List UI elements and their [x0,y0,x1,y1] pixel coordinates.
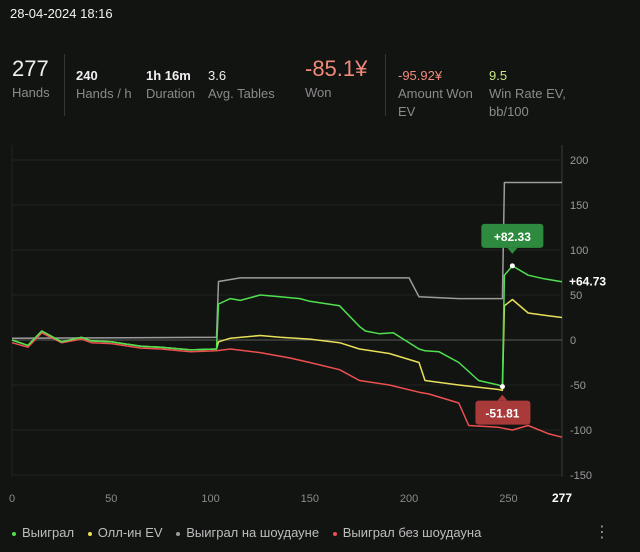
session-date: 28-04-2024 18:16 [10,6,113,21]
stat-won-label: Won [305,85,332,100]
series-won-line [11,265,563,388]
divider [64,54,65,116]
y-tick-label: 0 [570,335,576,347]
y-tick-label: -100 [570,425,592,437]
legend-label-allin-ev: Олл-ин EV [97,525,163,540]
stat-avg-tables-value: 3.6 [208,68,227,83]
stat-won: -85.1¥ Won [305,56,367,102]
more-options-icon[interactable]: ⋮ [594,524,610,541]
stat-win-rate-ev-label-line1: Win Rate EV, [489,86,566,101]
stat-hands-value: 277 [12,56,49,81]
legend-label-non-showdown: Выиграл без шоудауна [342,525,482,540]
peak-badge-label: +82.33 [494,230,531,244]
legend-dot-allin-ev [87,531,92,536]
chart-legend: Выиграл Олл-ин EV Выиграл на шоудауне Вы… [12,525,491,540]
legend-item-non-showdown[interactable]: Выиграл без шоудауна [332,525,482,540]
stat-amount-won-ev-label-line2: EV [398,104,416,119]
stat-amount-won-ev: -95.92¥ Amount Won EV [398,68,473,121]
y-tick-label: 50 [570,290,582,302]
stat-duration-value: 1h 16m [146,68,191,83]
y-tick-label: 200 [570,155,588,167]
stat-avg-tables: 3.6 Avg. Tables [208,68,275,103]
x-end-label: 277 [552,491,572,505]
y-tick-label: 100 [570,245,588,257]
peak-marker [509,263,515,269]
stat-amount-won-ev-value: -95.92¥ [398,68,443,83]
stat-duration-label: Duration [146,86,196,101]
stat-hands: 277 Hands [12,56,50,102]
low-marker [499,384,505,390]
low-badge-label: -51.81 [485,407,519,421]
x-tick-label: 250 [499,493,517,505]
stat-amount-won-ev-label: Amount Won EV [398,85,473,121]
y-tick-label: -150 [570,470,592,482]
end-value-label: +64.73 [569,275,606,289]
legend-item-won[interactable]: Выиграл [12,525,74,540]
stat-win-rate-ev-label-line2: bb/100 [489,104,529,119]
low-badge [475,400,531,425]
x-tick-label: 0 [9,493,15,505]
series-showdown-line [11,181,562,339]
y-tick-label: -50 [570,380,586,392]
stat-avg-tables-label: Avg. Tables [208,86,275,101]
stat-win-rate-ev-value: 9.5 [489,68,508,83]
x-tick-label: 50 [105,493,117,505]
legend-label-showdown: Выиграл на шоудауне [186,525,320,540]
peak-badge [481,223,544,248]
stat-win-rate-ev-label: Win Rate EV, bb/100 [489,85,566,121]
stat-hands-per-hour-label: Hands / h [76,86,132,101]
stat-hands-per-hour-value: 240 [76,68,98,83]
stat-hands-label: Hands [12,85,50,100]
legend-dot-won [12,531,16,536]
x-tick-label: 100 [201,493,219,505]
legend-dot-non-showdown [332,531,337,536]
stat-win-rate-ev: 9.5 Win Rate EV, bb/100 [489,68,566,121]
low-badge-pointer [497,394,508,401]
profit-chart[interactable]: 200 150 100 50 0 -50 -100 -150 0 50 100 150 200 250 27… [0,140,640,515]
stats-bar: 277 Hands 240 Hands / h 1h 16m Duration … [0,54,640,126]
peak-badge-pointer [507,247,518,254]
x-tick-label: 150 [301,493,319,505]
stat-amount-won-ev-label-line1: Amount Won [398,86,473,101]
legend-dot-showdown [176,531,181,536]
y-tick-label: 150 [570,200,588,212]
series-non-showdown-line [11,332,563,438]
legend-label-won: Выиграл [22,525,75,540]
x-tick-label: 200 [400,493,418,505]
stat-won-value: -85.1¥ [305,56,368,81]
series-allin-ev-line [11,298,563,392]
legend-item-showdown[interactable]: Выиграл на шоудауне [176,525,319,540]
stat-hands-per-hour: 240 Hands / h [76,68,132,103]
divider [385,54,386,116]
legend-item-allin-ev[interactable]: Олл-ин EV [87,525,163,540]
stat-duration: 1h 16m Duration [146,68,195,103]
